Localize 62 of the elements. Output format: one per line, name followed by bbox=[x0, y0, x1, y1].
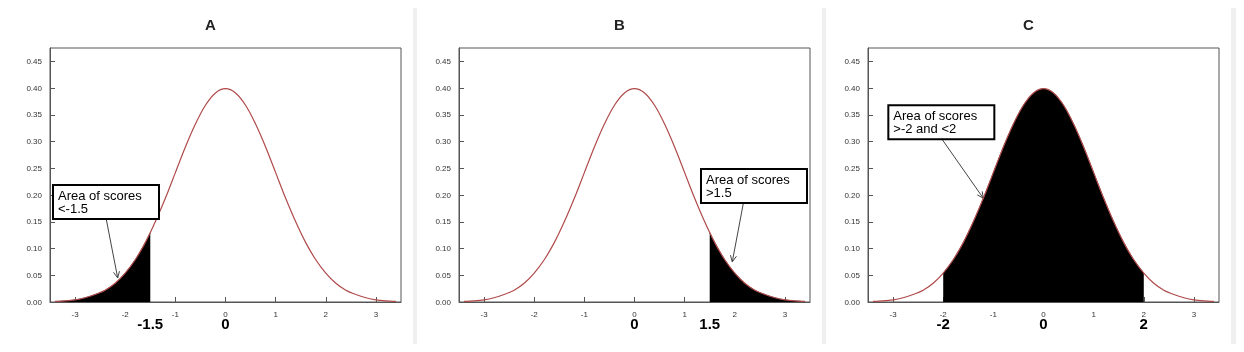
y-tick-label: 0.05 bbox=[435, 270, 452, 280]
x-tick-label: 1 bbox=[682, 309, 688, 319]
x-tick-label: 1 bbox=[1091, 309, 1097, 319]
x-tick-label: -2 bbox=[939, 309, 948, 319]
y-tick-label: 0.35 bbox=[435, 110, 452, 120]
y-tick-label: 0.20 bbox=[435, 190, 452, 200]
y-tick-label: 0.10 bbox=[844, 244, 861, 254]
y-tick-label: 0.30 bbox=[844, 137, 861, 147]
y-tick-label: 0.20 bbox=[844, 190, 861, 200]
annotation: Area of scores <-1.5 bbox=[58, 187, 146, 216]
annotation: Area of scores >-2 and <2 bbox=[893, 108, 981, 137]
y-tick-label: 0.40 bbox=[435, 83, 452, 93]
y-tick-label: 0.25 bbox=[435, 163, 452, 173]
y-tick-label: 0.25 bbox=[844, 163, 861, 173]
y-tick-label: 0.15 bbox=[844, 217, 861, 227]
line-series bbox=[872, 88, 1215, 303]
annotation: Area of scores >1.5 bbox=[706, 171, 794, 200]
y-tick-label: 0.35 bbox=[844, 110, 861, 120]
y-tick-label: 0.30 bbox=[435, 137, 452, 147]
y-tick-label: 0.10 bbox=[26, 244, 43, 254]
y-tick-label: 0.05 bbox=[844, 270, 861, 280]
y-tick-label: 0.30 bbox=[26, 137, 43, 147]
chart-title: B bbox=[614, 16, 626, 33]
line-series bbox=[463, 88, 806, 303]
x-tick-label: -1 bbox=[580, 309, 589, 319]
x-tick-label: -3 bbox=[889, 309, 898, 319]
x-tick-label: -2 bbox=[530, 309, 539, 319]
y-tick-label: 0.40 bbox=[26, 83, 43, 93]
x-tick-label: 2 bbox=[732, 309, 738, 319]
x-tick-label: 0 bbox=[223, 309, 229, 319]
y-tick-label: 0.45 bbox=[844, 56, 861, 66]
y-tick-label: 0.15 bbox=[26, 217, 43, 227]
y-tick-label: 0.15 bbox=[435, 217, 452, 227]
x-tick-label: -3 bbox=[71, 309, 80, 319]
y-tick-label: 0.45 bbox=[26, 56, 43, 66]
y-tick-label: 0.00 bbox=[844, 297, 861, 307]
y-tick-label: 0.40 bbox=[844, 83, 861, 93]
x-tick-label: 1 bbox=[273, 309, 279, 319]
x-tick-label: -1 bbox=[171, 309, 180, 319]
y-tick-label: 0.25 bbox=[26, 163, 43, 173]
x-tick-label: 2 bbox=[1141, 309, 1147, 319]
x2-tick-label: 1.5 bbox=[699, 315, 721, 332]
y-tick-label: 0.20 bbox=[26, 190, 43, 200]
x-tick-label: 3 bbox=[1191, 309, 1197, 319]
y-tick-label: 0.10 bbox=[435, 244, 452, 254]
x-tick-label: 2 bbox=[323, 309, 329, 319]
y-tick-label: 0.00 bbox=[435, 297, 452, 307]
x-tick-label: 3 bbox=[782, 309, 788, 319]
line-series bbox=[54, 88, 397, 303]
x-tick-label: -2 bbox=[121, 309, 130, 319]
x-tick-label: -1 bbox=[989, 309, 998, 319]
chart-title: A bbox=[205, 16, 217, 33]
y-tick-label: 0.35 bbox=[26, 110, 43, 120]
chart-title: C bbox=[1023, 16, 1035, 33]
x2-tick-label: -1.5 bbox=[137, 315, 164, 332]
x-tick-label: 0 bbox=[632, 309, 638, 319]
y-tick-label: 0.05 bbox=[26, 270, 43, 280]
y-tick-label: 0.00 bbox=[26, 297, 43, 307]
y-tick-label: 0.45 bbox=[435, 56, 452, 66]
x-tick-label: -3 bbox=[480, 309, 489, 319]
x-tick-label: 3 bbox=[373, 309, 379, 319]
x-tick-label: 0 bbox=[1041, 309, 1047, 319]
